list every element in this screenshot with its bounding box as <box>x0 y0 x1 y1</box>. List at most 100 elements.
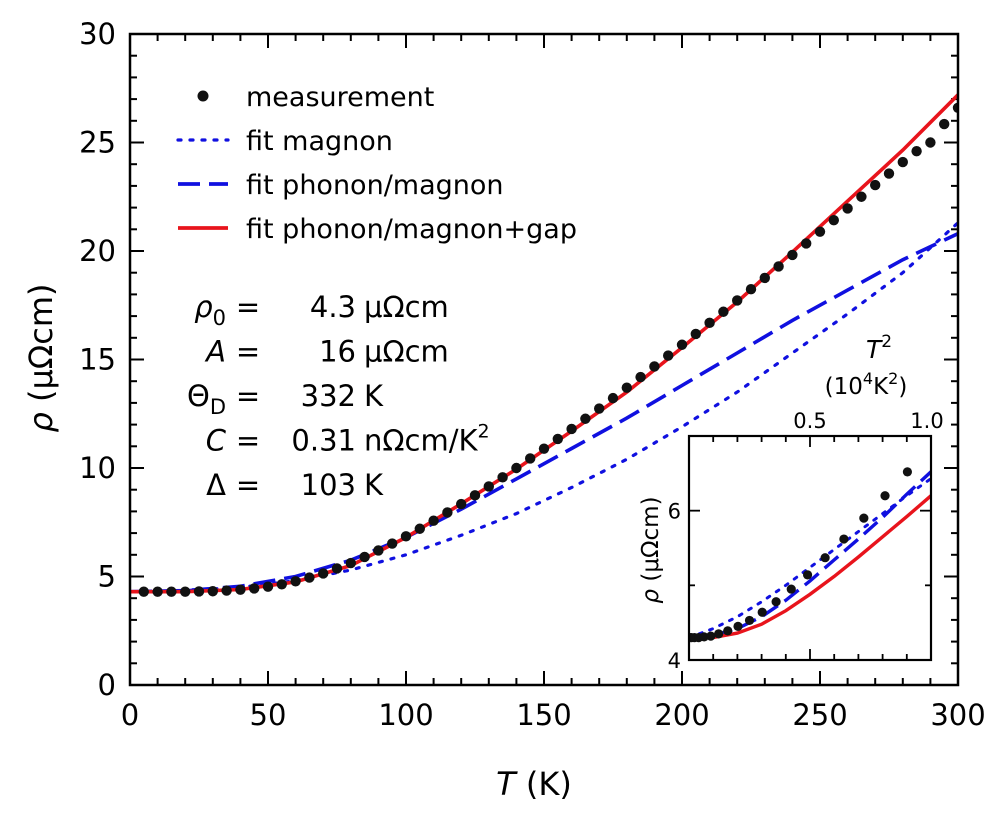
inset-measurement-point <box>733 621 743 632</box>
measurement-point <box>373 545 384 556</box>
measurement-point <box>469 490 481 501</box>
measurement-point <box>221 585 232 596</box>
inset-measurement-point <box>880 491 890 501</box>
y-tick-label: 30 <box>79 17 116 51</box>
legend-entry: fit magnon <box>176 126 393 157</box>
measurement-point <box>939 118 950 130</box>
legend-marker <box>197 90 209 102</box>
parameter-unit: nΩcm/K2 <box>364 421 490 458</box>
parameter-unit: μΩcm <box>364 335 449 369</box>
legend-label: fit phonon/magnon <box>246 170 504 201</box>
measurement-point <box>580 413 591 424</box>
measurement-point <box>387 538 398 549</box>
inset-y-tick-label: 6 <box>668 500 681 524</box>
measurement-point <box>400 531 412 542</box>
measurement-point <box>525 453 536 464</box>
x-tick-label: 0 <box>121 698 139 732</box>
parameter-symbol: C <box>206 424 227 458</box>
measurement-point <box>621 382 632 393</box>
inset-measurement-point <box>859 513 869 523</box>
parameter-value: 332 <box>301 379 356 413</box>
measurement-point <box>773 261 784 272</box>
parameter-row: ΘD = 332 K <box>187 379 384 419</box>
y-tick-label: 10 <box>79 451 116 485</box>
x-tick-label: 150 <box>516 698 571 732</box>
inset-x-tick-label: 0.5 <box>793 409 826 433</box>
measurement-point <box>828 214 839 226</box>
inset-measurement-point <box>839 534 849 544</box>
measurement-point <box>483 481 494 492</box>
parameter-unit: K <box>364 468 384 502</box>
measurement-point <box>207 586 218 597</box>
parameter-row: ρ0 = 4.3 μΩcm <box>194 290 449 330</box>
measurement-point <box>235 584 246 595</box>
measurement-point <box>690 328 701 340</box>
y-tick-label: 5 <box>98 560 116 594</box>
inset-x-tick-label: 1.0 <box>910 409 943 433</box>
parameter-unit: μΩcm <box>364 290 449 324</box>
x-tick-label: 100 <box>378 698 433 732</box>
measurement-point <box>883 168 895 179</box>
series-line-2 <box>130 231 958 594</box>
measurement-point <box>290 576 301 587</box>
inset-measurement-point <box>714 629 724 639</box>
inset-x-axis-title-unit: (104K2) <box>825 369 908 400</box>
parameter-symbol: ΘD <box>187 379 226 419</box>
legend-entry: fit phonon/magnon+gap <box>178 214 577 245</box>
inset-measurement-point <box>744 615 755 626</box>
measurement-point <box>663 350 674 361</box>
inset-measurement-point <box>757 607 767 617</box>
measurement-point <box>911 145 922 157</box>
inset-frame <box>687 434 933 662</box>
parameter-equals: = <box>236 335 260 369</box>
measurement-point <box>318 568 329 579</box>
y-tick-label: 0 <box>98 668 116 702</box>
parameter-symbol: Δ <box>206 468 226 502</box>
inset-measurement-point <box>820 553 830 563</box>
measurement-point <box>745 283 757 295</box>
measurement-point <box>842 203 853 214</box>
measurement-point <box>497 472 508 483</box>
measurement-point <box>801 238 812 249</box>
parameter-value: 103 <box>301 468 356 502</box>
legend: measurement fit magnon fit phonon/magnon fi… <box>176 82 577 245</box>
measurement-point <box>345 557 356 569</box>
measurement-point <box>814 226 826 237</box>
y-axis-title: ρ (μΩcm) <box>22 283 60 432</box>
measurement-point <box>925 137 936 148</box>
parameter-equals: = <box>236 424 260 458</box>
measurement-point <box>138 586 149 597</box>
inset-measurement-point <box>699 632 709 642</box>
measurement-point <box>732 295 743 306</box>
parameter-equals: = <box>236 379 260 413</box>
inset-measurement-point <box>786 584 796 594</box>
measurement-point <box>897 156 908 168</box>
inset-measurement-point <box>723 626 733 636</box>
main-plot: 0 50 100 150 200 250 300 0 5 10 15 20 25 30 <box>79 17 986 732</box>
parameter-row: C = 0.31 nΩcm/K2 <box>206 421 490 458</box>
parameter-symbol: A <box>204 335 226 369</box>
measurement-point <box>193 586 205 597</box>
measurement-point <box>870 179 881 191</box>
parameter-row: Δ = 103 K <box>206 468 384 502</box>
measurement-point <box>952 102 958 113</box>
y-tick-label: 25 <box>79 126 116 160</box>
measurement-point <box>152 586 163 597</box>
parameter-equals: = <box>236 290 260 324</box>
measurement-point <box>304 572 315 583</box>
measurement-point <box>552 433 563 445</box>
parameter-row: A = 16 μΩcm <box>204 335 449 369</box>
x-tick-label: 300 <box>930 698 985 732</box>
parameter-unit: K <box>364 379 384 413</box>
measurement-point <box>166 586 177 597</box>
measurement-point <box>566 423 577 435</box>
measurement-point <box>331 563 343 574</box>
measurement-point <box>787 249 798 261</box>
measurement-point <box>180 586 191 597</box>
measurement-point <box>276 579 287 590</box>
measurement-point <box>359 551 370 563</box>
measurement-point <box>442 507 453 518</box>
x-tick-label: 250 <box>792 698 847 732</box>
